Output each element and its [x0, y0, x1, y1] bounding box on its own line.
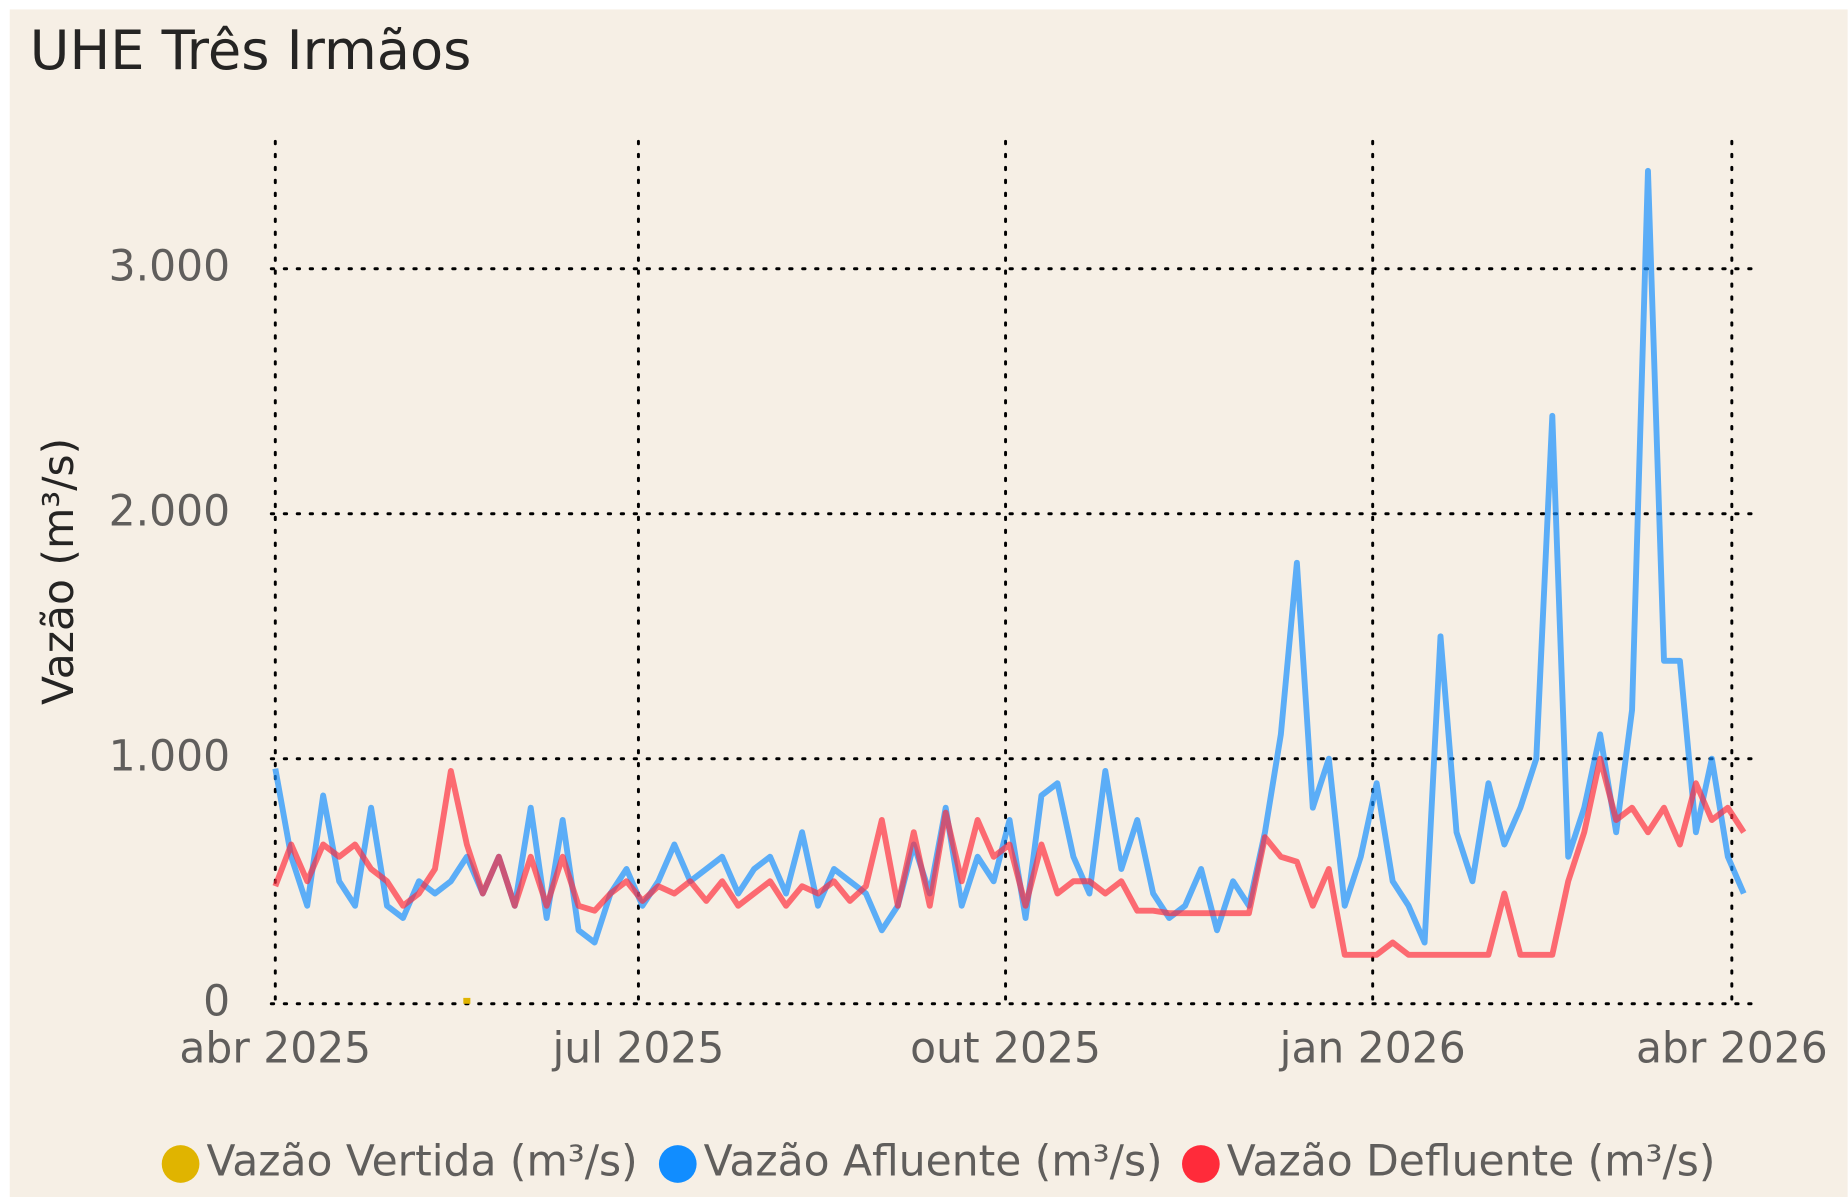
y-tick-label: 2.000 [109, 487, 230, 536]
series-line [272, 167, 1747, 946]
x-tick-label: out 2025 [910, 1024, 1101, 1073]
chart-title: UHE Três Irmãos [30, 19, 472, 82]
x-tick-label: jul 2025 [552, 1024, 725, 1073]
legend-swatch [161, 1145, 200, 1183]
x-tick-label: abr 2026 [1636, 1024, 1828, 1073]
panel [9, 9, 1848, 1197]
legend-label: Vazão Vertida (m³/s) [207, 1138, 638, 1187]
y-axis-label: Vazão (m³/s) [35, 438, 84, 705]
grid [269, 139, 1758, 1010]
legend-swatch [1182, 1145, 1220, 1183]
x-tick-label: abr 2025 [179, 1024, 371, 1073]
y-tick-label: 1.000 [109, 732, 230, 781]
line-point [463, 997, 471, 1004]
legend-label: Vazão Defluente (m³/s) [1227, 1138, 1716, 1187]
y-tick-label: 0 [203, 977, 230, 1026]
legend-swatch [658, 1145, 697, 1183]
y-tick-label: 3.000 [109, 242, 230, 291]
lines [272, 167, 1747, 1004]
x-tick-label: jan 2026 [1279, 1024, 1466, 1073]
legend: Vazão Vertida (m³/s) Vazão Afluente (m³/s… [161, 1138, 1716, 1187]
legend-label: Vazão Afluente (m³/s) [704, 1138, 1163, 1187]
series-line [272, 755, 1747, 958]
